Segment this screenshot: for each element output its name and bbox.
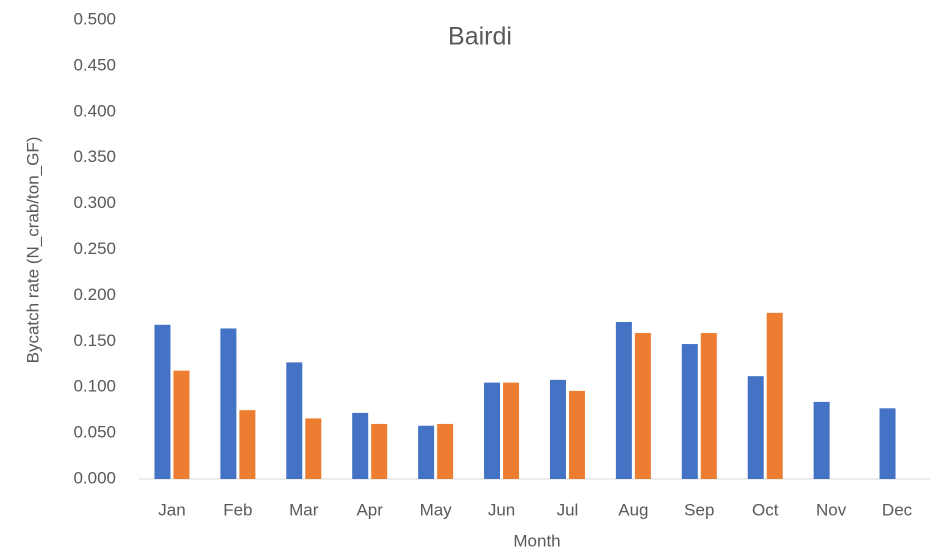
bar bbox=[352, 412, 369, 479]
bar bbox=[154, 324, 171, 479]
x-tick-label: Oct bbox=[752, 500, 779, 519]
x-tick-label: Apr bbox=[356, 500, 383, 519]
y-tick-label: 0.200 bbox=[73, 285, 116, 304]
bar bbox=[239, 410, 256, 479]
y-axis-label: Bycatch rate (N_crab/ton_GF) bbox=[23, 137, 42, 364]
y-tick-label: 0.350 bbox=[73, 147, 116, 166]
y-tick-label: 0.100 bbox=[73, 377, 116, 396]
x-tick-label: Jul bbox=[557, 500, 579, 519]
bar bbox=[220, 328, 237, 479]
bar bbox=[371, 423, 388, 479]
bar bbox=[173, 370, 190, 479]
x-tick-label: May bbox=[420, 500, 453, 519]
bar bbox=[681, 344, 698, 479]
bar bbox=[813, 401, 830, 479]
x-tick-label: Jan bbox=[158, 500, 185, 519]
bar bbox=[615, 322, 632, 479]
x-axis-label: Month bbox=[513, 531, 560, 550]
bar bbox=[568, 390, 585, 479]
y-tick-label: 0.050 bbox=[73, 423, 116, 442]
bar bbox=[286, 362, 303, 479]
y-tick-label: 0.500 bbox=[73, 9, 116, 28]
y-tick-label: 0.250 bbox=[73, 239, 116, 258]
bar bbox=[879, 408, 896, 479]
bar bbox=[700, 333, 717, 479]
x-tick-label: Feb bbox=[223, 500, 252, 519]
x-tick-label: Mar bbox=[289, 500, 319, 519]
bar bbox=[503, 382, 520, 479]
bar bbox=[766, 312, 783, 479]
bar bbox=[747, 376, 764, 479]
y-tick-label: 0.000 bbox=[73, 468, 116, 487]
x-tick-label: Nov bbox=[816, 500, 847, 519]
bar bbox=[418, 425, 435, 479]
x-tick-label: Aug bbox=[618, 500, 648, 519]
bar bbox=[634, 333, 651, 479]
bar bbox=[437, 423, 454, 479]
bar bbox=[549, 379, 566, 479]
y-tick-label: 0.450 bbox=[73, 55, 116, 74]
x-tick-label: Dec bbox=[882, 500, 913, 519]
x-tick-label: Sep bbox=[684, 500, 714, 519]
chart-title: Bairdi bbox=[448, 23, 512, 51]
bar bbox=[484, 382, 501, 479]
x-tick-label: Jun bbox=[488, 500, 515, 519]
y-tick-label: 0.400 bbox=[73, 101, 116, 120]
y-tick-label: 0.300 bbox=[73, 193, 116, 212]
y-tick-label: 0.150 bbox=[73, 331, 116, 350]
bar bbox=[305, 418, 322, 479]
